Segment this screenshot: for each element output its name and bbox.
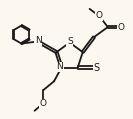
Text: S: S — [67, 37, 73, 46]
Text: S: S — [94, 62, 100, 72]
Text: O: O — [95, 11, 103, 20]
Text: N: N — [35, 36, 42, 45]
Text: O: O — [117, 23, 124, 32]
Text: N: N — [56, 62, 63, 71]
Text: O: O — [40, 99, 47, 108]
